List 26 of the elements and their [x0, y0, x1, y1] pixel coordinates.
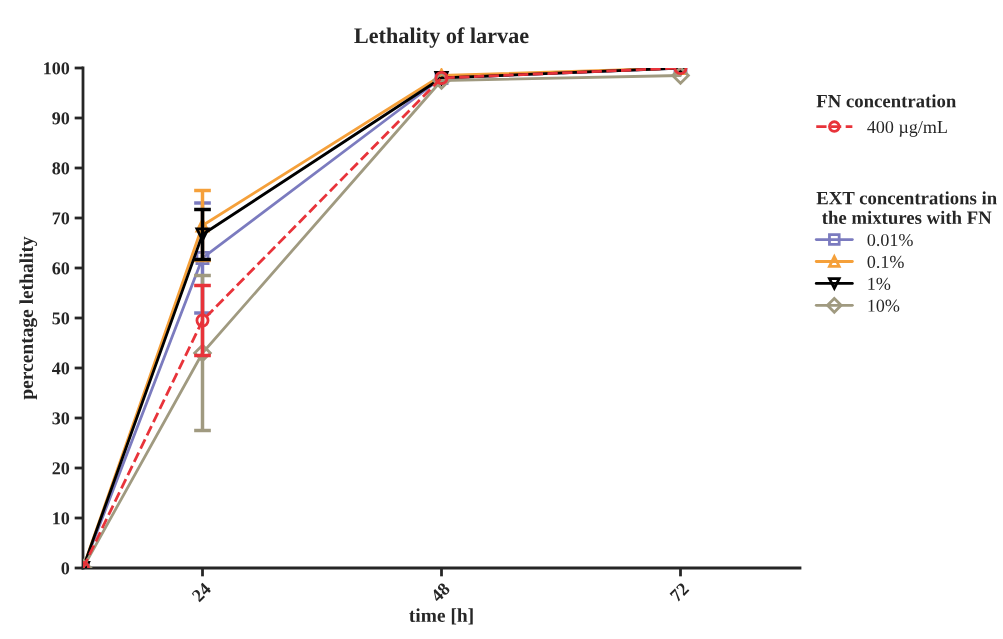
y-tick-label: 40: [52, 362, 70, 375]
y-tick-label: 60: [52, 262, 70, 275]
y-tick-label: 20: [52, 462, 70, 475]
text: EXT concentrations in the mixtures with FN: [816, 191, 997, 225]
y-axis-title: percentage lethality: [19, 236, 38, 400]
y-tick-label: 100: [44, 62, 70, 75]
x-tick-label: 72: [669, 582, 690, 603]
x-tick-label: 24: [191, 581, 212, 603]
legend-label: 0.01%: [867, 233, 913, 247]
chart-title: Lethality of larvae: [354, 27, 529, 48]
y-tick-label: 0: [61, 562, 70, 575]
y-tick-label: 10: [53, 512, 70, 525]
point: [195, 313, 210, 328]
legend-label: 1%: [868, 277, 891, 290]
text: FN concentration: [816, 94, 957, 108]
y-tick-label: 90: [52, 112, 70, 125]
point: [195, 227, 210, 242]
x-axis-title: time [h]: [409, 608, 473, 625]
y-tick-label: 80: [52, 162, 70, 175]
legend-label: 10%: [868, 299, 900, 312]
y-tick-label: 50: [52, 312, 70, 325]
y-tick-label: 70: [52, 212, 70, 225]
x-tick-label: 48: [429, 581, 451, 603]
legend-label: 400 µg/mL: [867, 120, 947, 137]
legend-label: 0.1%: [867, 255, 904, 269]
y-tick-label: 30: [52, 412, 70, 425]
